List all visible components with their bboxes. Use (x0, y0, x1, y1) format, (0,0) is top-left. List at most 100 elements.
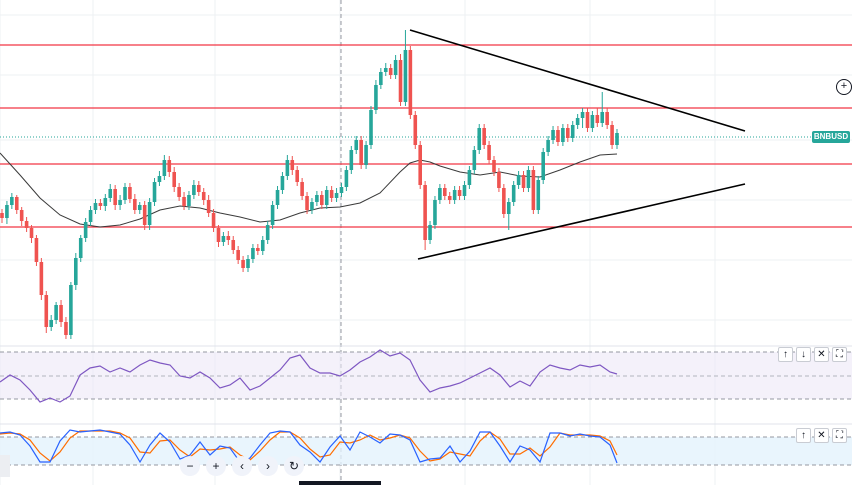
candle (462, 181, 467, 200)
candle (605, 108, 609, 129)
candle-body (93, 203, 98, 210)
candle-body (379, 72, 383, 85)
rsi-line (0, 349, 618, 403)
trend-line-0 (409, 29, 746, 132)
candle-body (113, 189, 117, 205)
candle (256, 244, 260, 255)
candle-body (39, 262, 44, 295)
candle (482, 124, 486, 149)
candle-body (83, 222, 88, 238)
candle (492, 156, 496, 176)
candle (172, 167, 176, 192)
candle (423, 181, 427, 250)
candle (580, 108, 585, 128)
rsi-pane-button-0[interactable]: ↑ (778, 347, 793, 362)
candle (103, 194, 108, 211)
reset-chart-button[interactable]: ↻ (284, 456, 304, 476)
stoch-pane-button-1[interactable]: ✕ (814, 428, 829, 443)
candle (472, 146, 477, 174)
candle (74, 253, 78, 290)
candle-body (118, 200, 122, 205)
candle-body (290, 160, 295, 170)
candle-body (295, 170, 299, 182)
candle (162, 155, 167, 180)
candle (83, 218, 88, 242)
candle-body (580, 112, 585, 118)
candle (511, 181, 516, 206)
candle (585, 108, 590, 132)
candle-body (241, 260, 245, 268)
add-plus-icon[interactable]: + (836, 79, 852, 95)
candle (192, 180, 196, 199)
candle (516, 171, 521, 189)
candle (570, 121, 575, 142)
rsi-pane-button-1[interactable]: ↓ (796, 347, 811, 362)
candle (24, 217, 29, 232)
candle-body (5, 205, 9, 218)
candle-body (320, 195, 324, 205)
candle (236, 246, 240, 264)
candle-body (285, 160, 290, 176)
candle-body (162, 160, 167, 176)
candle-body (487, 145, 491, 160)
candle-body (541, 152, 545, 180)
candle-body (492, 160, 496, 172)
rsi-pane-button-3[interactable]: ⛶ (832, 347, 847, 362)
candle (398, 54, 403, 106)
left-panel-handle[interactable] (0, 455, 10, 477)
candle-body (29, 228, 34, 238)
candle-body (14, 197, 19, 210)
candle (290, 156, 295, 175)
candle-body (265, 225, 270, 240)
zoom-in-button[interactable]: + (206, 456, 226, 476)
candle (39, 258, 44, 300)
candle (113, 185, 117, 210)
candle (536, 176, 541, 214)
candle (310, 198, 314, 214)
candle (369, 106, 373, 149)
navigation-toolbar: − + ‹ › ↻ (180, 456, 304, 476)
candle-body (275, 190, 280, 205)
zoom-out-button[interactable]: − (180, 456, 200, 476)
candle (206, 195, 211, 217)
candle-body (344, 170, 349, 187)
stoch-pane-button-0[interactable]: ↑ (796, 428, 811, 443)
candle-body (54, 305, 58, 320)
candle (443, 184, 447, 200)
candle-body (221, 236, 226, 242)
candle-body (477, 128, 482, 150)
candle (344, 166, 349, 191)
candle-body (280, 176, 285, 190)
candle-body (393, 60, 398, 75)
scroll-right-button[interactable]: › (258, 456, 278, 476)
bottom-scroll-indicator[interactable] (299, 481, 381, 485)
rsi-pane-button-2[interactable]: ✕ (814, 347, 829, 362)
candle-body (34, 238, 39, 262)
candle-body (24, 221, 29, 228)
candle-body (359, 140, 363, 165)
candle-body (201, 192, 206, 200)
candle-body (546, 140, 550, 152)
candle-body (339, 187, 344, 193)
stoch-pane-button-2[interactable]: ⛶ (832, 428, 847, 443)
candle (295, 166, 299, 186)
candle-body (447, 196, 452, 200)
candle (197, 181, 201, 196)
candle-body (506, 202, 511, 214)
candle (221, 232, 226, 246)
candle-body (123, 187, 127, 200)
candle-body (128, 187, 132, 199)
candle (211, 209, 216, 232)
candle (320, 191, 324, 209)
candle-body (152, 182, 157, 202)
candle-body (133, 199, 137, 210)
candle (270, 201, 275, 229)
candle-body (408, 50, 413, 115)
candle-body (172, 172, 176, 187)
candle (354, 136, 359, 154)
candle (142, 201, 147, 230)
candle-body (349, 150, 354, 170)
scroll-left-button[interactable]: ‹ (232, 456, 252, 476)
symbol-price-label: BNBUSD (812, 131, 850, 143)
